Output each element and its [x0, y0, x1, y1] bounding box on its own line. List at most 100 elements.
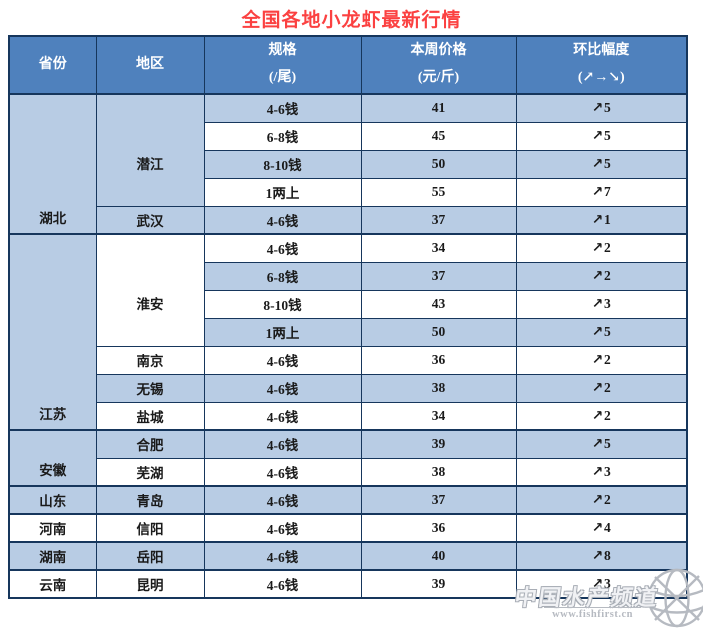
change-value: 3: [604, 463, 611, 479]
change-value: 2: [604, 352, 611, 367]
up-arrow-icon: ↗: [591, 128, 604, 144]
province-cell: 江苏: [8, 233, 97, 431]
change-value: 5: [604, 128, 611, 143]
spec-cell: 4-6钱: [203, 513, 362, 543]
change-cell: ↗5: [515, 149, 688, 179]
spec-cell: 4-6钱: [203, 457, 362, 487]
price-cell: 36: [360, 513, 517, 543]
up-arrow-icon: ↗: [591, 352, 604, 368]
table-row: 南京 4-6钱 36 ↗2: [9, 345, 688, 375]
header-line1: 环比幅度: [573, 43, 630, 59]
column-header-3: 本周价格 (元/斤): [360, 35, 517, 95]
change-value: 2: [604, 380, 611, 395]
price-cell: 38: [360, 457, 517, 487]
change-cell: ↗2: [515, 485, 688, 515]
change-value: 3: [604, 296, 611, 311]
change-cell: ↗5: [515, 121, 688, 151]
province-cell: 安徽: [8, 429, 97, 487]
change-cell: ↗2: [515, 373, 688, 403]
change-value: 3: [604, 576, 611, 591]
price-cell: 39: [360, 429, 517, 459]
change-cell: ↗1: [515, 205, 688, 235]
price-cell: 40: [360, 541, 517, 571]
change-cell: ↗2: [515, 261, 688, 291]
spec-cell: 4-6钱: [203, 401, 362, 431]
region-cell: 信阳: [95, 513, 205, 543]
header-line2: (元/斤): [417, 70, 460, 85]
up-arrow-icon: ↗: [591, 492, 604, 508]
region-cell: 岳阳: [95, 541, 205, 571]
region-cell: 潜江: [95, 93, 205, 207]
spec-cell: 4-6钱: [203, 345, 362, 375]
price-cell: 37: [360, 485, 517, 515]
change-value: 5: [604, 100, 611, 116]
change-value: 2: [604, 268, 611, 283]
spec-cell: 4-6钱: [203, 429, 362, 459]
price-cell: 37: [360, 261, 517, 291]
up-arrow-icon: ↗: [591, 407, 604, 424]
province-cell: 湖北: [8, 93, 97, 235]
header-line2: (↗→↘): [577, 70, 625, 85]
header-line1: 本周价格: [410, 43, 467, 59]
price-cell: 36: [360, 345, 517, 375]
change-value: 2: [604, 240, 611, 256]
change-cell: ↗2: [515, 345, 688, 375]
header-line1: 规格: [268, 43, 297, 59]
change-value: 5: [604, 436, 611, 452]
change-cell: ↗4: [515, 513, 688, 543]
table-row: 武汉 4-6钱 37 ↗1: [9, 205, 688, 235]
price-cell: 39: [360, 569, 517, 599]
page-title: 全国各地小龙虾最新行情: [241, 10, 462, 31]
up-arrow-icon: ↗: [591, 380, 604, 396]
up-arrow-icon: ↗: [591, 324, 604, 340]
up-arrow-icon: ↗: [591, 240, 604, 257]
price-cell: 38: [360, 373, 517, 403]
spec-cell: 4-6钱: [203, 485, 362, 515]
region-cell: 南京: [95, 345, 205, 375]
table-row: 1两上 55 ↗7: [9, 177, 688, 207]
spec-cell: 6-8钱: [203, 121, 362, 151]
up-arrow-icon: ↗: [591, 268, 604, 284]
table-row: 河南 信阳 4-6钱 36 ↗4: [8, 513, 688, 543]
up-arrow-icon: ↗: [591, 436, 604, 453]
table-row: 6-8钱 37 ↗2: [9, 261, 688, 291]
table-row: 江苏 淮安 4-6钱 34 ↗2: [8, 233, 688, 431]
spec-cell: 8-10钱: [203, 149, 362, 179]
up-arrow-icon: ↗: [591, 211, 604, 228]
change-cell: ↗5: [515, 429, 688, 459]
spec-cell: 4-6钱: [203, 541, 362, 571]
up-arrow-icon: ↗: [591, 548, 604, 564]
up-arrow-icon: ↗: [591, 520, 604, 536]
watermark-url: www.fishfirst.cn: [544, 607, 641, 620]
price-cell: 50: [360, 317, 517, 347]
change-value: 7: [604, 184, 611, 199]
change-cell: ↗3: [515, 457, 688, 487]
up-arrow-icon: ↗: [591, 100, 604, 117]
change-cell: ↗5: [515, 93, 688, 123]
spec-cell: 4-6钱: [203, 93, 362, 123]
change-cell: ↗8: [515, 541, 688, 571]
header-line1: 地区: [136, 56, 164, 72]
region-cell: 合肥: [95, 429, 205, 459]
spec-cell: 4-6钱: [203, 205, 362, 235]
table-header: 省份 地区 规格 (/尾) 本周价格 (元/斤) 环比幅度 (↗→↘): [8, 35, 688, 95]
price-cell: 41: [360, 93, 517, 123]
change-value: 5: [604, 156, 611, 171]
region-cell: 芜湖: [95, 457, 205, 487]
price-cell: 37: [360, 205, 517, 235]
up-arrow-icon: ↗: [591, 156, 604, 172]
region-cell: 淮安: [95, 233, 205, 347]
header-line2: (/尾): [268, 70, 297, 85]
table-row: 1两上 50 ↗5: [9, 317, 688, 347]
change-value: 4: [604, 520, 611, 535]
price-cell: 34: [360, 233, 517, 263]
column-header-1: 地区: [95, 35, 205, 95]
change-value: 2: [604, 492, 611, 507]
column-header-2: 规格 (/尾): [203, 35, 362, 95]
table-row: 湖南 岳阳 4-6钱 40 ↗8: [8, 541, 688, 571]
table-row: 6-8钱 45 ↗5: [9, 121, 688, 151]
up-arrow-icon: ↗: [591, 463, 604, 480]
region-cell: 昆明: [95, 569, 205, 599]
change-cell: ↗2: [515, 233, 688, 263]
price-cell: 45: [360, 121, 517, 151]
